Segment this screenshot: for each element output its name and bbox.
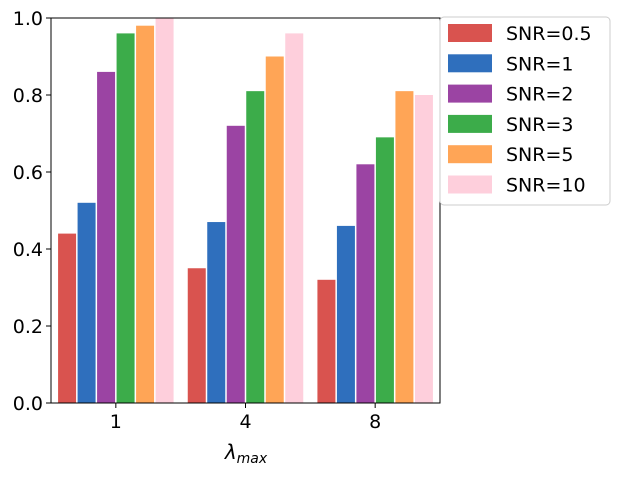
y-axis: 0.0 0.2 0.4 0.6 0.8 1.0 xyxy=(13,8,51,415)
x-axis: 1 4 8 xyxy=(110,403,381,433)
x-tick-label: 4 xyxy=(239,411,251,433)
bar-snr-3-cat-8 xyxy=(375,137,394,403)
bar-snr-10-cat-1 xyxy=(155,18,174,403)
bars-group xyxy=(58,18,433,404)
legend-label: SNR=2 xyxy=(506,84,573,106)
bar-snr-2-cat-8 xyxy=(356,164,375,403)
bar-snr-5-cat-1 xyxy=(136,25,155,403)
y-tick-label: 0.0 xyxy=(13,393,43,415)
bar-snr-10-cat-8 xyxy=(414,95,433,403)
bar-snr-3-cat-1 xyxy=(116,33,135,404)
bar-snr-0-5-cat-4 xyxy=(187,268,206,403)
y-tick-label: 0.8 xyxy=(13,85,43,107)
legend-swatch xyxy=(448,84,492,103)
legend-label: SNR=0.5 xyxy=(506,23,592,45)
y-tick-label: 0.2 xyxy=(13,316,43,338)
bar-snr-5-cat-4 xyxy=(265,56,284,403)
x-axis-label-subscript: max xyxy=(237,451,268,467)
x-axis-label: λmax xyxy=(224,440,268,467)
bar-snr-10-cat-4 xyxy=(285,33,304,404)
legend-swatch xyxy=(448,145,492,164)
legend-swatch xyxy=(448,114,492,133)
legend-label: SNR=3 xyxy=(506,114,573,136)
bar-snr-1-cat-4 xyxy=(207,222,226,403)
legend-swatch xyxy=(448,175,492,194)
y-tick-label: 0.6 xyxy=(13,162,43,184)
legend: SNR=0.5 SNR=1 SNR=2 SNR=3 SNR=5 SNR=10 xyxy=(439,16,611,206)
legend-label: SNR=5 xyxy=(506,144,573,166)
legend-swatch xyxy=(448,54,492,73)
x-axis-label-main: λ xyxy=(224,440,237,464)
bar-snr-1-cat-1 xyxy=(77,202,96,403)
x-tick-label: 1 xyxy=(110,411,122,433)
bar-snr-3-cat-4 xyxy=(246,91,265,404)
legend-label: SNR=1 xyxy=(506,53,573,75)
bar-snr-2-cat-4 xyxy=(226,125,245,404)
y-tick-label: 0.4 xyxy=(13,239,43,261)
legend-swatch xyxy=(448,24,492,42)
x-tick-label: 8 xyxy=(369,411,381,433)
legend-label: SNR=10 xyxy=(506,175,586,197)
bar-snr-0-5-cat-8 xyxy=(317,279,336,403)
bar-snr-0-5-cat-1 xyxy=(58,233,77,403)
bar-snr-1-cat-8 xyxy=(336,225,355,403)
bar-snr-2-cat-1 xyxy=(97,71,116,404)
y-tick-label: 1.0 xyxy=(13,8,43,30)
bar-snr-5-cat-8 xyxy=(395,91,414,404)
